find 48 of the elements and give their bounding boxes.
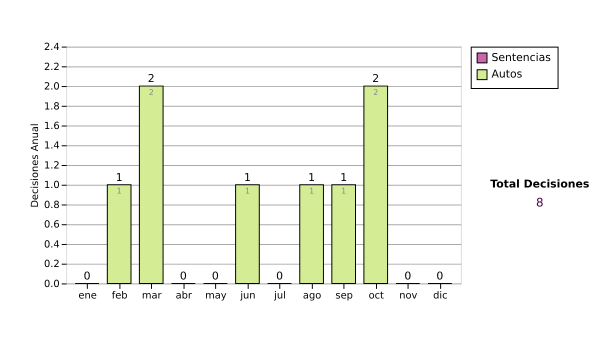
total-label: 1 (244, 170, 251, 184)
x-tick-label: jul (273, 290, 286, 302)
total-label: 0 (212, 269, 219, 282)
x-tick-label: abr (176, 290, 193, 302)
y-tick-label: 0.2 (44, 259, 60, 270)
y-tick-label: 2.2 (44, 62, 60, 73)
y-tick-label: 1.8 (44, 101, 60, 112)
y-tick-label: 0.6 (44, 220, 60, 231)
x-tick-label: ene (78, 290, 97, 302)
x-tick-label: sep (335, 290, 353, 302)
total-label: 0 (404, 269, 412, 282)
total-label: 2 (372, 72, 380, 86)
total-label: 2 (148, 72, 155, 86)
total-label: 1 (340, 170, 348, 184)
y-tick-label: 1.4 (44, 140, 60, 152)
x-tick-label: may (205, 290, 227, 302)
y-tick-label: 2.4 (44, 42, 60, 54)
x-tick-label: dic (433, 290, 448, 302)
data-label: 1 (116, 186, 122, 196)
y-tick-label: 1.6 (44, 120, 60, 132)
text: 8 (536, 195, 544, 210)
y-tick-label: 0.0 (44, 278, 60, 290)
x-tick-label: feb (112, 290, 128, 302)
data-label: 2 (148, 88, 154, 97)
data-label: 1 (341, 186, 346, 196)
text: Total Decisiones (490, 178, 590, 191)
y-tick-label: 1.2 (44, 160, 60, 172)
y-axis-title: Decisiones Anual (30, 123, 42, 208)
y-tick-label: 0.8 (44, 200, 60, 211)
y-tick-label: 0.4 (44, 239, 60, 250)
x-tick-label: oct (368, 290, 384, 302)
data-label: 2 (373, 88, 378, 97)
legend-label: Sentencias (491, 50, 552, 64)
y-tick-label: 2.0 (44, 82, 60, 93)
legend-label: Autos (491, 68, 523, 81)
total-label: 0 (276, 269, 284, 282)
total-label: 1 (116, 170, 123, 184)
x-tick-label: ago (302, 290, 322, 302)
x-tick-label: jun (239, 290, 256, 302)
total-label: 0 (180, 269, 187, 282)
y-tick-label: 1.0 (44, 180, 60, 192)
x-tick-label: mar (142, 290, 163, 302)
x-tick-label: nov (399, 290, 418, 302)
total-label: 1 (308, 170, 316, 184)
data-label: 1 (309, 186, 314, 196)
total-label: 0 (436, 269, 444, 282)
total-label: 0 (84, 269, 91, 282)
data-label: 1 (244, 186, 250, 196)
